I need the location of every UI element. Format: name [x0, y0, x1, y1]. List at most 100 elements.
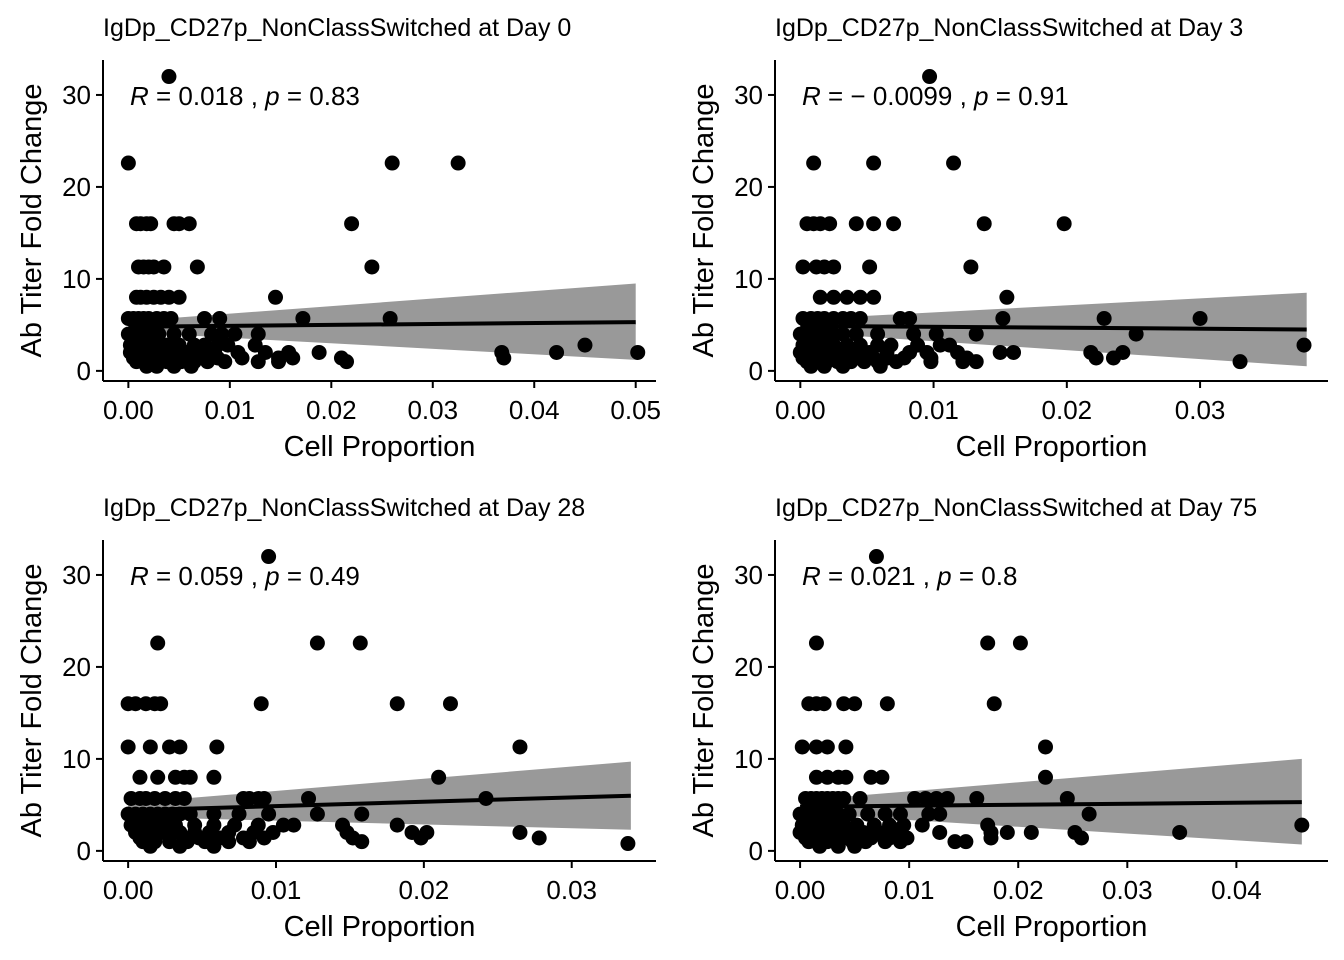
data-point [171, 289, 187, 305]
data-point [836, 696, 852, 712]
y-tick-label: 10 [734, 744, 763, 774]
stat-symbol: R [130, 561, 149, 591]
data-point [261, 549, 277, 565]
x-tick-label: 0.03 [407, 395, 458, 425]
data-point [382, 310, 398, 326]
data-point [1056, 216, 1072, 232]
y-axis-title: Ab Titer Fold Change [688, 83, 720, 357]
data-point [847, 696, 863, 712]
data-point [431, 769, 447, 785]
correlation-annotation: R = 0.021 , p = 0.8 [802, 561, 1017, 591]
data-point [1088, 350, 1104, 366]
y-tick-label: 20 [62, 172, 91, 202]
panel-3: IgDp_CD27p_NonClassSwitched at Day 75 0.0… [688, 494, 1328, 943]
data-point [630, 344, 646, 360]
data-point [206, 838, 222, 854]
data-point [157, 790, 173, 806]
x-tick-label: 0.02 [1042, 395, 1093, 425]
x-tick-label: 0.01 [884, 875, 935, 905]
data-point [986, 696, 1002, 712]
data-point [389, 817, 405, 833]
data-point [1294, 817, 1310, 833]
data-point [151, 326, 167, 342]
data-point [150, 769, 166, 785]
data-point [888, 354, 904, 370]
stat-symbol: R [130, 81, 149, 111]
data-point [839, 289, 855, 305]
data-point [172, 838, 188, 854]
y-tick-label: 30 [734, 560, 763, 590]
data-point [156, 259, 172, 275]
regression-line [800, 323, 1307, 332]
data-point [1059, 790, 1075, 806]
data-point [794, 739, 810, 755]
regression-line [128, 793, 631, 813]
x-tick-label: 0.04 [509, 395, 560, 425]
y-tick-label: 30 [62, 560, 91, 590]
data-point [531, 830, 547, 846]
stat-value: = 0.83 [280, 81, 360, 111]
data-point [826, 259, 842, 275]
data-point [209, 739, 225, 755]
x-axis-title: Cell Proportion [284, 911, 476, 943]
stat-value: = 0.021 , [821, 561, 937, 591]
x-tick-label: 0.02 [306, 395, 357, 425]
y-tick-label: 10 [734, 264, 763, 294]
data-point [413, 830, 429, 846]
data-point [928, 790, 944, 806]
data-point [1105, 350, 1121, 366]
data-point [176, 790, 192, 806]
data-point [1172, 824, 1188, 840]
x-axis-title: Cell Proportion [956, 431, 1148, 463]
data-point [153, 696, 169, 712]
y-axis-title: Ab Titer Fold Change [688, 563, 720, 837]
data-point [866, 155, 882, 171]
data-point [874, 769, 890, 785]
data-point [806, 155, 822, 171]
data-point [862, 259, 878, 275]
data-point [512, 824, 528, 840]
y-tick-label: 0 [77, 836, 91, 866]
data-point [442, 696, 458, 712]
data-point [150, 635, 166, 651]
data-point [309, 806, 325, 822]
data-point [1012, 635, 1028, 651]
data-point [163, 310, 179, 326]
data-point [969, 790, 985, 806]
data-point [120, 155, 136, 171]
data-point [183, 358, 199, 374]
data-point [822, 216, 838, 232]
stat-value: = 0.8 [952, 561, 1018, 591]
data-point [206, 806, 222, 822]
data-point [1073, 830, 1089, 846]
data-point [549, 344, 565, 360]
y-tick-label: 0 [77, 356, 91, 386]
data-point [968, 326, 984, 342]
data-point [132, 769, 148, 785]
data-point [976, 216, 992, 232]
panel-1: IgDp_CD27p_NonClassSwitched at Day 3 0.00… [688, 14, 1328, 463]
data-point [852, 790, 868, 806]
correlation-annotation: R = 0.018 , p = 0.83 [130, 81, 360, 111]
data-point [983, 830, 999, 846]
stat-value: = − 0.0099 , [821, 81, 974, 111]
data-point [166, 358, 182, 374]
data-point [1023, 824, 1039, 840]
x-tick-label: 0.01 [251, 875, 302, 905]
panel-title: IgDp_CD27p_NonClassSwitched at Day 28 [103, 494, 585, 522]
data-point [309, 635, 325, 651]
regression-line [128, 320, 636, 329]
stat-value: = 0.059 , [149, 561, 265, 591]
panel-2: IgDp_CD27p_NonClassSwitched at Day 28 0.0… [16, 494, 656, 943]
data-point [852, 310, 868, 326]
data-point [921, 806, 937, 822]
data-point [808, 769, 824, 785]
x-axis-title: Cell Proportion [284, 431, 476, 463]
stat-symbol: p [264, 561, 279, 591]
data-point [856, 354, 872, 370]
data-point [221, 834, 237, 850]
data-point [149, 358, 165, 374]
data-point [836, 790, 852, 806]
y-tick-label: 20 [734, 652, 763, 682]
data-point [181, 216, 197, 232]
